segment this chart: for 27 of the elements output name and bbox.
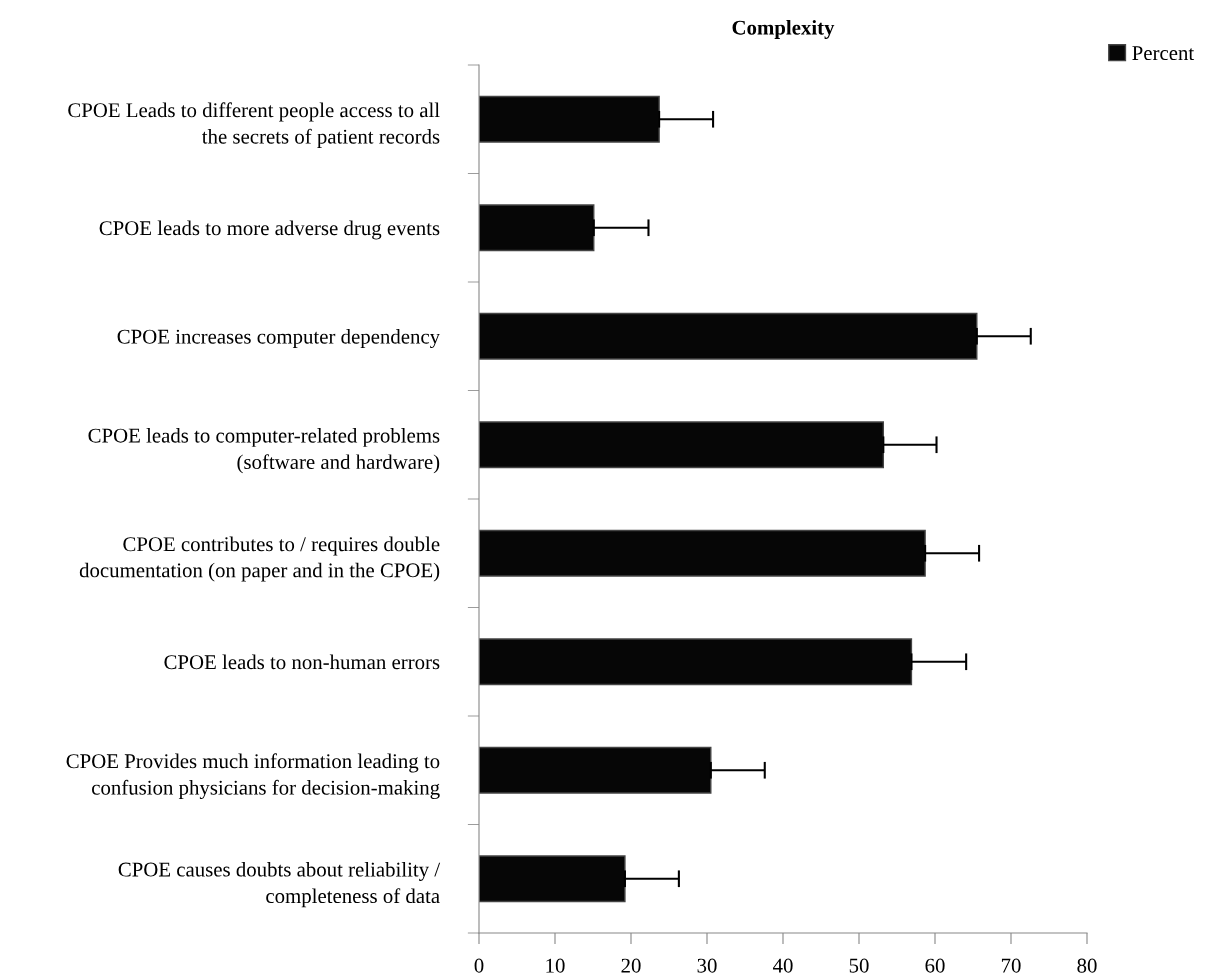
bar — [479, 638, 913, 686]
x-tick-label: 0 — [474, 958, 484, 973]
bar — [479, 312, 978, 360]
x-tick-label: 40 — [772, 958, 793, 973]
bar — [479, 855, 626, 903]
y-tick-label: CPOE causes doubts about reliability / completeness of data — [118, 861, 441, 908]
y-tick-label: CPOE increases computer dependency — [117, 329, 441, 348]
bar — [479, 746, 712, 794]
y-tick-label: CPOE Provides much information leading to confusion physicians for decision-making — [66, 753, 440, 799]
chart-title: Complexity — [732, 19, 835, 39]
x-tick-label: 20 — [621, 958, 641, 973]
bar — [479, 204, 595, 252]
x-tick-label: 60 — [925, 958, 945, 973]
x-tick-label: 50 — [849, 958, 869, 973]
x-tick-label: 10 — [546, 958, 565, 973]
bar — [479, 421, 885, 469]
y-tick-label: CPOE leads to non-human errors — [164, 654, 440, 670]
y-tick-label: CPOE Leads to different people access to all the secrets of patient records — [68, 102, 440, 148]
x-tick-label: 80 — [1077, 958, 1097, 973]
bar — [479, 529, 926, 577]
x-tick-label: 70 — [1001, 958, 1021, 973]
y-tick-label: CPOE contributes to / requires double documentation (on paper and in the CPOE) — [79, 536, 440, 582]
x-tick-label: 30 — [697, 958, 717, 973]
bar — [479, 95, 660, 143]
legend-label: Percent — [1132, 46, 1195, 61]
y-tick-label: CPOE leads to computer-related problems (software and hardware) — [88, 427, 440, 474]
y-tick-label: CPOE leads to more adverse drug events — [99, 220, 440, 240]
